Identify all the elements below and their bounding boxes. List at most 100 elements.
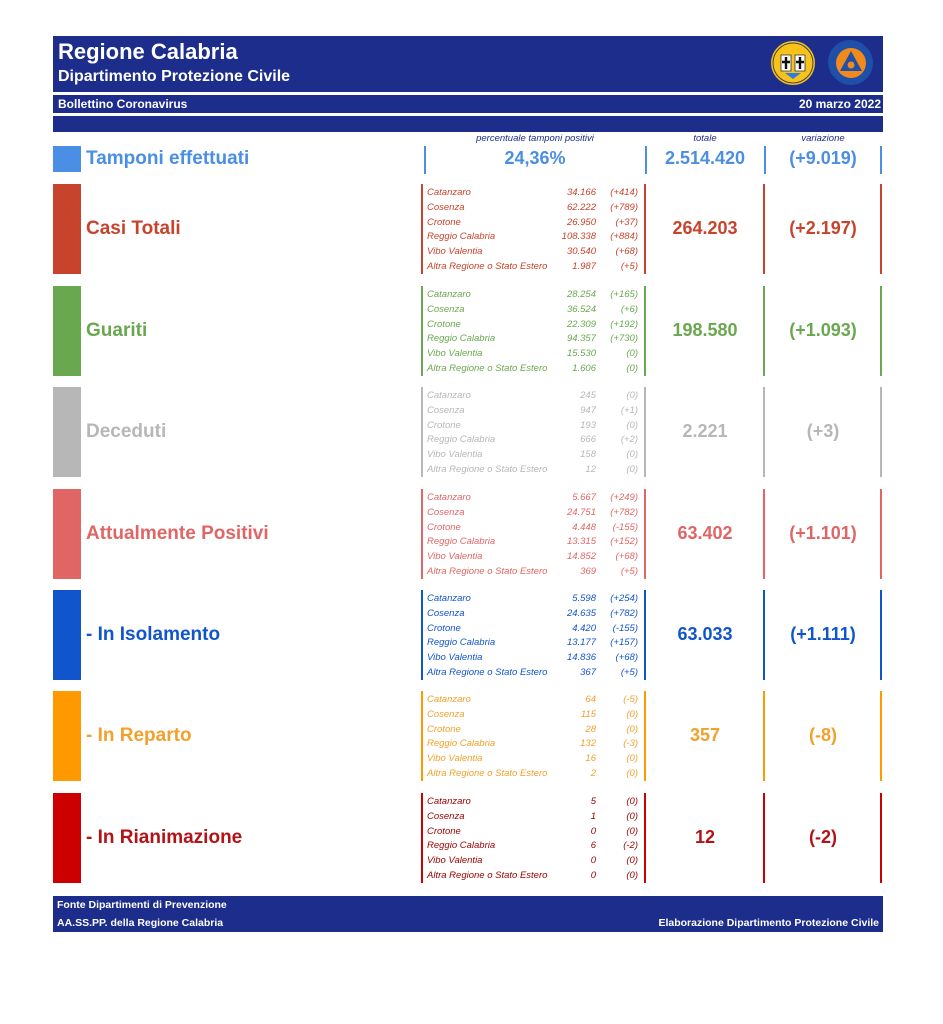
- column-header-total: totale: [693, 133, 717, 144]
- page-subtitle: Dipartimento Protezione Civile: [58, 68, 291, 85]
- province-row: Catanzaro 64 (-5): [427, 693, 644, 708]
- section-divider-end: [880, 691, 882, 781]
- province-value: 14.836: [566, 652, 596, 664]
- section-label: Deceduti: [86, 421, 167, 442]
- tamponi-percent: 24,36%: [504, 148, 566, 168]
- province-value: 6: [590, 840, 596, 852]
- section-label: - In Rianimazione: [86, 827, 243, 848]
- province-delta: (0): [626, 767, 638, 779]
- province-name: Altra Regione o Stato Estero: [427, 463, 548, 475]
- tamponi-divider-mid: [645, 146, 647, 174]
- province-name: Altra Regione o Stato Estero: [427, 869, 548, 881]
- section-divider-left: [421, 184, 423, 274]
- protezione-civile-logo-icon: [828, 40, 873, 85]
- section-divider-left: [421, 793, 423, 883]
- section-swatch: [53, 590, 81, 680]
- province-row: Reggio Calabria 666 (+2): [427, 433, 644, 448]
- section-divider-end: [880, 793, 882, 883]
- province-value: 947: [580, 404, 596, 416]
- province-value: 5.598: [572, 593, 596, 604]
- section-divider-mid: [644, 590, 646, 680]
- footer-source-line2: AA.SS.PP. della Regione Calabria: [57, 917, 224, 929]
- province-delta: (+884): [610, 231, 638, 243]
- province-delta: (+152): [610, 536, 638, 548]
- province-value: 2: [590, 767, 596, 779]
- province-value: 28: [585, 723, 596, 735]
- section-swatch: [53, 793, 81, 883]
- province-breakdown: Catanzaro 28.254 (+165) Cosenza 36.524 (+6) Cr…: [427, 288, 644, 377]
- province-name: Vibo Valentia: [427, 246, 483, 258]
- province-delta: (0): [626, 449, 638, 461]
- section-change: (+1.093): [789, 320, 857, 340]
- province-row: Altra Regione o Stato Estero 1.606 (0): [427, 362, 644, 377]
- province-row: Cosenza 115 (0): [427, 708, 644, 723]
- section-divider-mid: [644, 286, 646, 376]
- province-row: Catanzaro 5 (0): [427, 795, 644, 810]
- section-change: (+1.101): [789, 523, 857, 543]
- province-value: 62.222: [566, 201, 596, 213]
- section-total: 63.402: [677, 523, 733, 543]
- section-label: - In Reparto: [86, 725, 192, 746]
- province-name: Crotone: [427, 521, 461, 533]
- province-delta: (+782): [610, 506, 638, 518]
- province-delta: (+68): [615, 551, 638, 563]
- province-value: 1.987: [572, 260, 596, 272]
- province-delta: (+6): [620, 303, 638, 315]
- province-value: 4.448: [572, 521, 596, 533]
- section-total: 198.580: [672, 320, 738, 340]
- province-delta: (+5): [620, 260, 638, 272]
- section-swatch: [53, 184, 81, 274]
- province-delta: (+789): [610, 201, 638, 213]
- province-value: 0: [590, 855, 596, 867]
- bulletin-title: Bollettino Coronavirus: [58, 97, 188, 111]
- province-row: Vibo Valentia 15.530 (0): [427, 347, 644, 362]
- province-name: Vibo Valentia: [427, 753, 483, 765]
- section-label: Guariti: [86, 320, 148, 341]
- section-total: 2.221: [682, 421, 728, 441]
- tamponi-label: Tamponi effettuati: [86, 148, 250, 169]
- province-row: Reggio Calabria 13.315 (+152): [427, 535, 644, 550]
- province-value: 13.177: [566, 637, 596, 649]
- province-delta: (-3): [623, 738, 638, 750]
- province-value: 64: [585, 694, 596, 705]
- tamponi-divider-left: [424, 146, 426, 174]
- province-value: 0: [590, 869, 596, 881]
- province-value: 193: [580, 419, 596, 431]
- province-breakdown: Catanzaro 5.667 (+249) Cosenza 24.751 (+782) C…: [427, 491, 644, 580]
- province-row: Crotone 193 (0): [427, 419, 644, 434]
- province-breakdown: Catanzaro 5 (0) Cosenza 1 (0) Crotone 0 (0) Reggi…: [427, 795, 644, 884]
- province-name: Catanzaro: [427, 796, 471, 807]
- section-divider-right: [763, 387, 765, 477]
- province-name: Crotone: [427, 723, 461, 735]
- province-name: Altra Regione o Stato Estero: [427, 666, 548, 678]
- province-value: 666: [580, 434, 596, 446]
- province-row: Crotone 26.950 (+37): [427, 216, 644, 231]
- province-name: Vibo Valentia: [427, 652, 483, 664]
- section-total: 63.033: [677, 624, 733, 644]
- section-divider-end: [880, 387, 882, 477]
- province-name: Crotone: [427, 825, 461, 837]
- section-divider-end: [880, 489, 882, 579]
- province-row: Crotone 4.420 (-155): [427, 622, 644, 637]
- province-delta: (0): [626, 810, 638, 822]
- province-breakdown: Catanzaro 64 (-5) Cosenza 115 (0) Crotone 28 (0)…: [427, 693, 644, 782]
- province-breakdown: Catanzaro 245 (0) Cosenza 947 (+1) Crotone 193 (…: [427, 389, 644, 478]
- province-row: Cosenza 36.524 (+6): [427, 303, 644, 318]
- province-delta: (-5): [623, 694, 638, 705]
- province-delta: (+37): [615, 216, 638, 228]
- province-name: Reggio Calabria: [427, 333, 496, 345]
- province-delta: (+414): [610, 187, 638, 198]
- province-delta: (0): [626, 419, 638, 431]
- page-title: Regione Calabria: [58, 39, 238, 64]
- section-label: - In Isolamento: [86, 624, 221, 645]
- province-name: Crotone: [427, 318, 461, 330]
- province-delta: (+68): [615, 246, 638, 258]
- province-value: 94.357: [566, 333, 596, 345]
- province-row: Cosenza 947 (+1): [427, 404, 644, 419]
- province-name: Catanzaro: [427, 694, 471, 705]
- province-row: Crotone 28 (0): [427, 723, 644, 738]
- province-name: Catanzaro: [427, 492, 471, 503]
- section-divider-mid: [644, 387, 646, 477]
- province-row: Catanzaro 5.598 (+254): [427, 592, 644, 607]
- section-divider-left: [421, 489, 423, 579]
